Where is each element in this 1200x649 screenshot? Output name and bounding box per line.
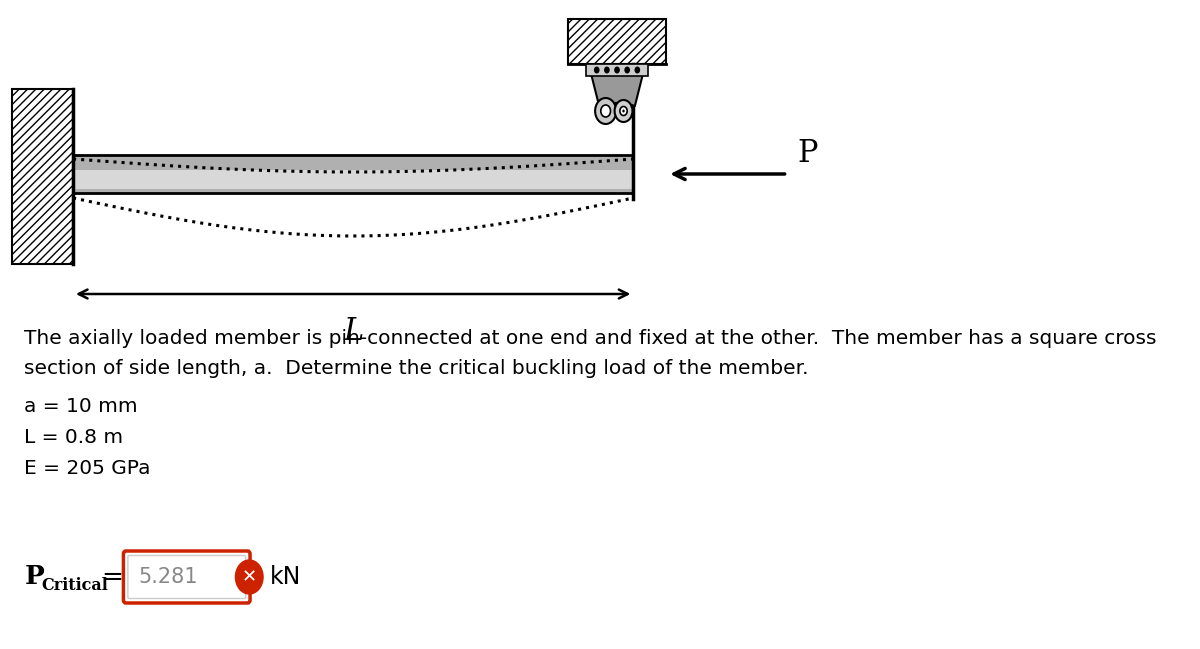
FancyBboxPatch shape xyxy=(128,556,246,598)
Text: The axially loaded member is pin-connected at one end and fixed at the other.  T: The axially loaded member is pin-connect… xyxy=(24,329,1157,348)
Circle shape xyxy=(624,66,630,73)
Polygon shape xyxy=(599,103,635,106)
Bar xyxy=(569,19,666,64)
Circle shape xyxy=(594,66,600,73)
Text: P: P xyxy=(797,138,817,169)
Bar xyxy=(12,89,73,264)
Text: kN: kN xyxy=(270,565,301,589)
Text: P: P xyxy=(24,565,44,589)
Bar xyxy=(586,64,648,76)
Circle shape xyxy=(614,66,620,73)
Circle shape xyxy=(601,105,611,117)
Text: section of side length, a.  Determine the critical buckling load of the member.: section of side length, a. Determine the… xyxy=(24,359,809,378)
Text: 5.281: 5.281 xyxy=(138,567,198,587)
Bar xyxy=(74,170,631,189)
Circle shape xyxy=(595,98,617,124)
Polygon shape xyxy=(589,64,646,106)
Text: E = 205 GPa: E = 205 GPa xyxy=(24,459,151,478)
Text: Critical: Critical xyxy=(42,576,108,593)
Bar xyxy=(73,155,634,193)
Text: L = 0.8 m: L = 0.8 m xyxy=(24,428,124,447)
Text: =: = xyxy=(102,565,124,589)
Bar xyxy=(12,89,73,264)
Circle shape xyxy=(635,66,640,73)
Bar xyxy=(569,19,666,64)
Text: L: L xyxy=(343,316,364,347)
Text: ✕: ✕ xyxy=(241,568,257,586)
Text: a = 10 mm: a = 10 mm xyxy=(24,397,138,416)
Circle shape xyxy=(604,66,610,73)
Circle shape xyxy=(623,110,625,112)
Circle shape xyxy=(235,560,263,594)
Circle shape xyxy=(614,100,632,122)
Circle shape xyxy=(620,106,628,116)
